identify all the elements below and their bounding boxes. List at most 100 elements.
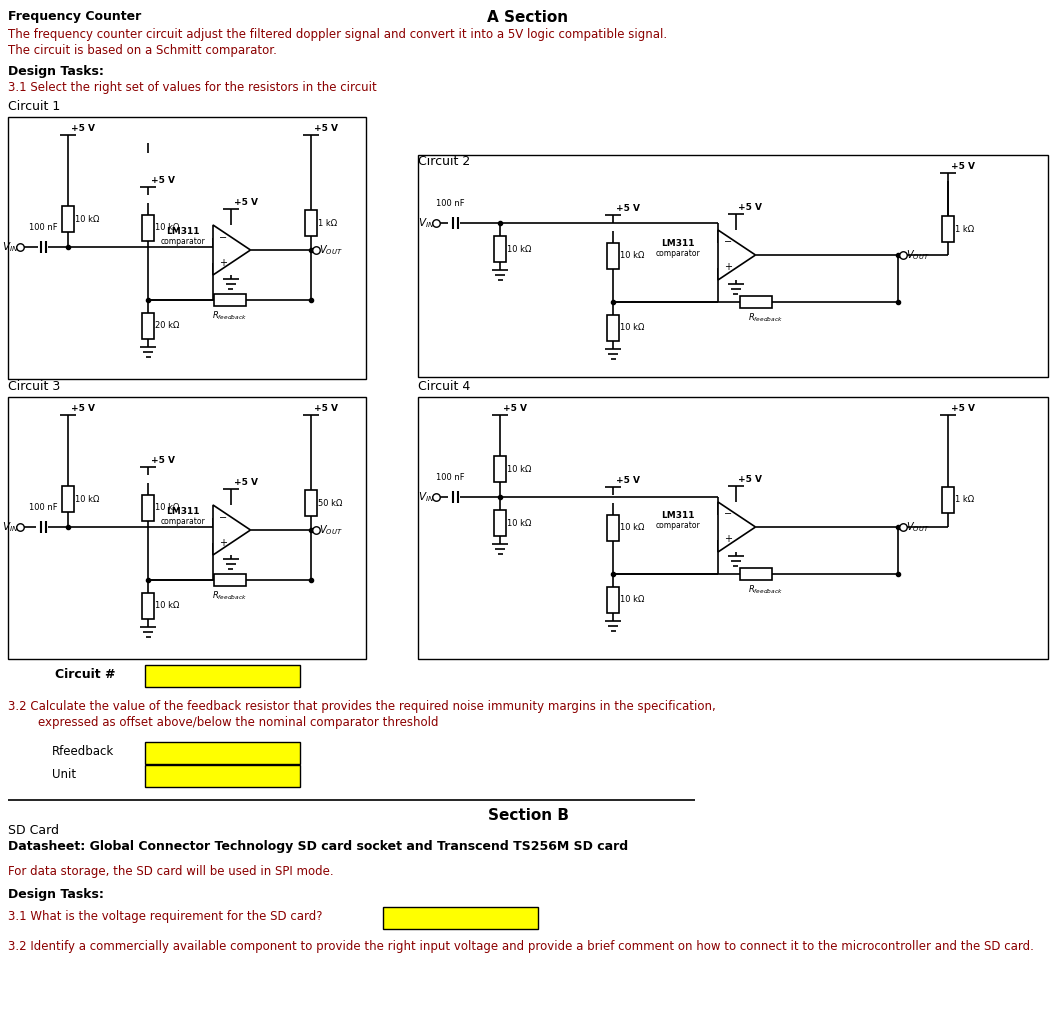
Polygon shape: [213, 225, 250, 275]
Bar: [305, 210, 317, 236]
Polygon shape: [718, 502, 755, 552]
Text: SD Card: SD Card: [8, 824, 59, 837]
Text: 10 kΩ: 10 kΩ: [507, 464, 531, 473]
Text: +: +: [724, 262, 732, 272]
Bar: [942, 216, 954, 242]
Bar: [739, 568, 772, 580]
Text: +: +: [219, 257, 227, 267]
Bar: [145, 765, 300, 787]
Text: Circuit #: Circuit #: [55, 668, 115, 681]
Text: 10 kΩ: 10 kΩ: [620, 524, 644, 533]
Text: 10 kΩ: 10 kΩ: [75, 215, 99, 224]
Text: For data storage, the SD card will be used in SPI mode.: For data storage, the SD card will be us…: [8, 865, 334, 878]
Text: +5 V: +5 V: [233, 198, 258, 207]
Bar: [142, 495, 154, 521]
Bar: [607, 515, 619, 541]
Text: −: −: [219, 232, 227, 242]
Bar: [8, 117, 366, 379]
Text: +5 V: +5 V: [616, 476, 640, 485]
Text: Design Tasks:: Design Tasks:: [8, 888, 103, 901]
Text: 20 kΩ: 20 kΩ: [155, 322, 180, 331]
Text: $R_{feedback}$: $R_{feedback}$: [748, 312, 782, 325]
Text: A Section: A Section: [488, 10, 568, 25]
Bar: [383, 907, 538, 929]
Text: $R_{feedback}$: $R_{feedback}$: [212, 590, 247, 602]
Text: The frequency counter circuit adjust the filtered doppler signal and convert it : The frequency counter circuit adjust the…: [8, 28, 667, 41]
Text: LM311: LM311: [166, 227, 200, 236]
Text: 50 kΩ: 50 kΩ: [318, 498, 342, 508]
Text: The circuit is based on a Schmitt comparator.: The circuit is based on a Schmitt compar…: [8, 44, 277, 57]
Text: +5 V: +5 V: [71, 124, 95, 133]
Text: +5 V: +5 V: [151, 176, 175, 185]
Text: $V_{IN}$: $V_{IN}$: [417, 216, 434, 230]
Bar: [607, 587, 619, 613]
Bar: [142, 313, 154, 339]
Text: 10 kΩ: 10 kΩ: [620, 595, 644, 604]
Bar: [494, 236, 506, 262]
Text: +5 V: +5 V: [738, 475, 762, 484]
Bar: [418, 155, 1048, 377]
Text: −: −: [219, 513, 227, 523]
Text: +5 V: +5 V: [503, 404, 527, 413]
Text: 10 kΩ: 10 kΩ: [620, 324, 644, 333]
Text: +5 V: +5 V: [314, 404, 338, 413]
Text: +5 V: +5 V: [314, 124, 338, 133]
Text: +5 V: +5 V: [233, 478, 258, 487]
Text: LM311: LM311: [661, 238, 695, 247]
Bar: [494, 456, 506, 482]
Text: $R_{feedback}$: $R_{feedback}$: [748, 584, 782, 596]
Text: Rfeedback: Rfeedback: [52, 745, 114, 758]
Text: +5 V: +5 V: [616, 204, 640, 213]
Text: comparator: comparator: [656, 248, 700, 257]
Bar: [739, 296, 772, 308]
Text: 10 kΩ: 10 kΩ: [75, 494, 99, 503]
Polygon shape: [718, 230, 755, 281]
Text: comparator: comparator: [161, 237, 205, 246]
Text: 3.1 Select the right set of values for the resistors in the circuit: 3.1 Select the right set of values for t…: [8, 81, 377, 94]
Bar: [213, 294, 245, 306]
Text: 1 kΩ: 1 kΩ: [318, 219, 337, 227]
Text: Section B: Section B: [488, 808, 568, 823]
Text: 10 kΩ: 10 kΩ: [507, 519, 531, 528]
Text: $V_{IN}$: $V_{IN}$: [1, 520, 18, 534]
Text: −: −: [724, 237, 732, 247]
Text: +5 V: +5 V: [951, 162, 975, 171]
Bar: [145, 742, 300, 764]
Text: +5 V: +5 V: [151, 456, 175, 465]
Text: 100 nF: 100 nF: [29, 223, 58, 232]
Text: Circuit 3: Circuit 3: [8, 380, 60, 393]
Bar: [213, 574, 245, 586]
Bar: [145, 665, 300, 687]
Text: Frequency Counter: Frequency Counter: [8, 10, 142, 23]
Text: Circuit 2: Circuit 2: [418, 155, 470, 169]
Text: 10 kΩ: 10 kΩ: [155, 224, 180, 232]
Bar: [607, 315, 619, 341]
Text: Unit: Unit: [52, 768, 76, 781]
Text: Circuit 4: Circuit 4: [418, 380, 470, 393]
Bar: [494, 510, 506, 536]
Text: 100 nF: 100 nF: [436, 199, 465, 208]
Text: Design Tasks:: Design Tasks:: [8, 65, 103, 78]
Text: $V_{OUT}$: $V_{OUT}$: [319, 523, 342, 537]
Bar: [62, 486, 74, 512]
Text: 100 nF: 100 nF: [29, 503, 58, 512]
Text: 10 kΩ: 10 kΩ: [507, 244, 531, 253]
Text: 1 kΩ: 1 kΩ: [955, 495, 974, 504]
Text: +5 V: +5 V: [71, 404, 95, 413]
Text: 3.2 Identify a commercially available component to provide the right input volta: 3.2 Identify a commercially available co…: [8, 940, 1034, 952]
Text: 3.2 Calculate the value of the feedback resistor that provides the required nois: 3.2 Calculate the value of the feedback …: [8, 700, 716, 713]
Text: +5 V: +5 V: [738, 203, 762, 212]
Text: 1 kΩ: 1 kΩ: [955, 224, 974, 233]
Text: $V_{OUT}$: $V_{OUT}$: [319, 243, 342, 257]
Text: $V_{IN}$: $V_{IN}$: [1, 240, 18, 254]
Text: $V_{OUT}$: $V_{OUT}$: [906, 248, 929, 262]
Text: −: −: [724, 510, 732, 520]
Text: 10 kΩ: 10 kΩ: [155, 601, 180, 610]
Text: +: +: [219, 538, 227, 548]
Text: comparator: comparator: [656, 521, 700, 530]
Text: Circuit 1: Circuit 1: [8, 100, 60, 113]
Text: LM311: LM311: [661, 511, 695, 520]
Text: expressed as offset above/below the nominal comparator threshold: expressed as offset above/below the nomi…: [8, 716, 438, 728]
Text: LM311: LM311: [166, 508, 200, 517]
Bar: [942, 487, 954, 513]
